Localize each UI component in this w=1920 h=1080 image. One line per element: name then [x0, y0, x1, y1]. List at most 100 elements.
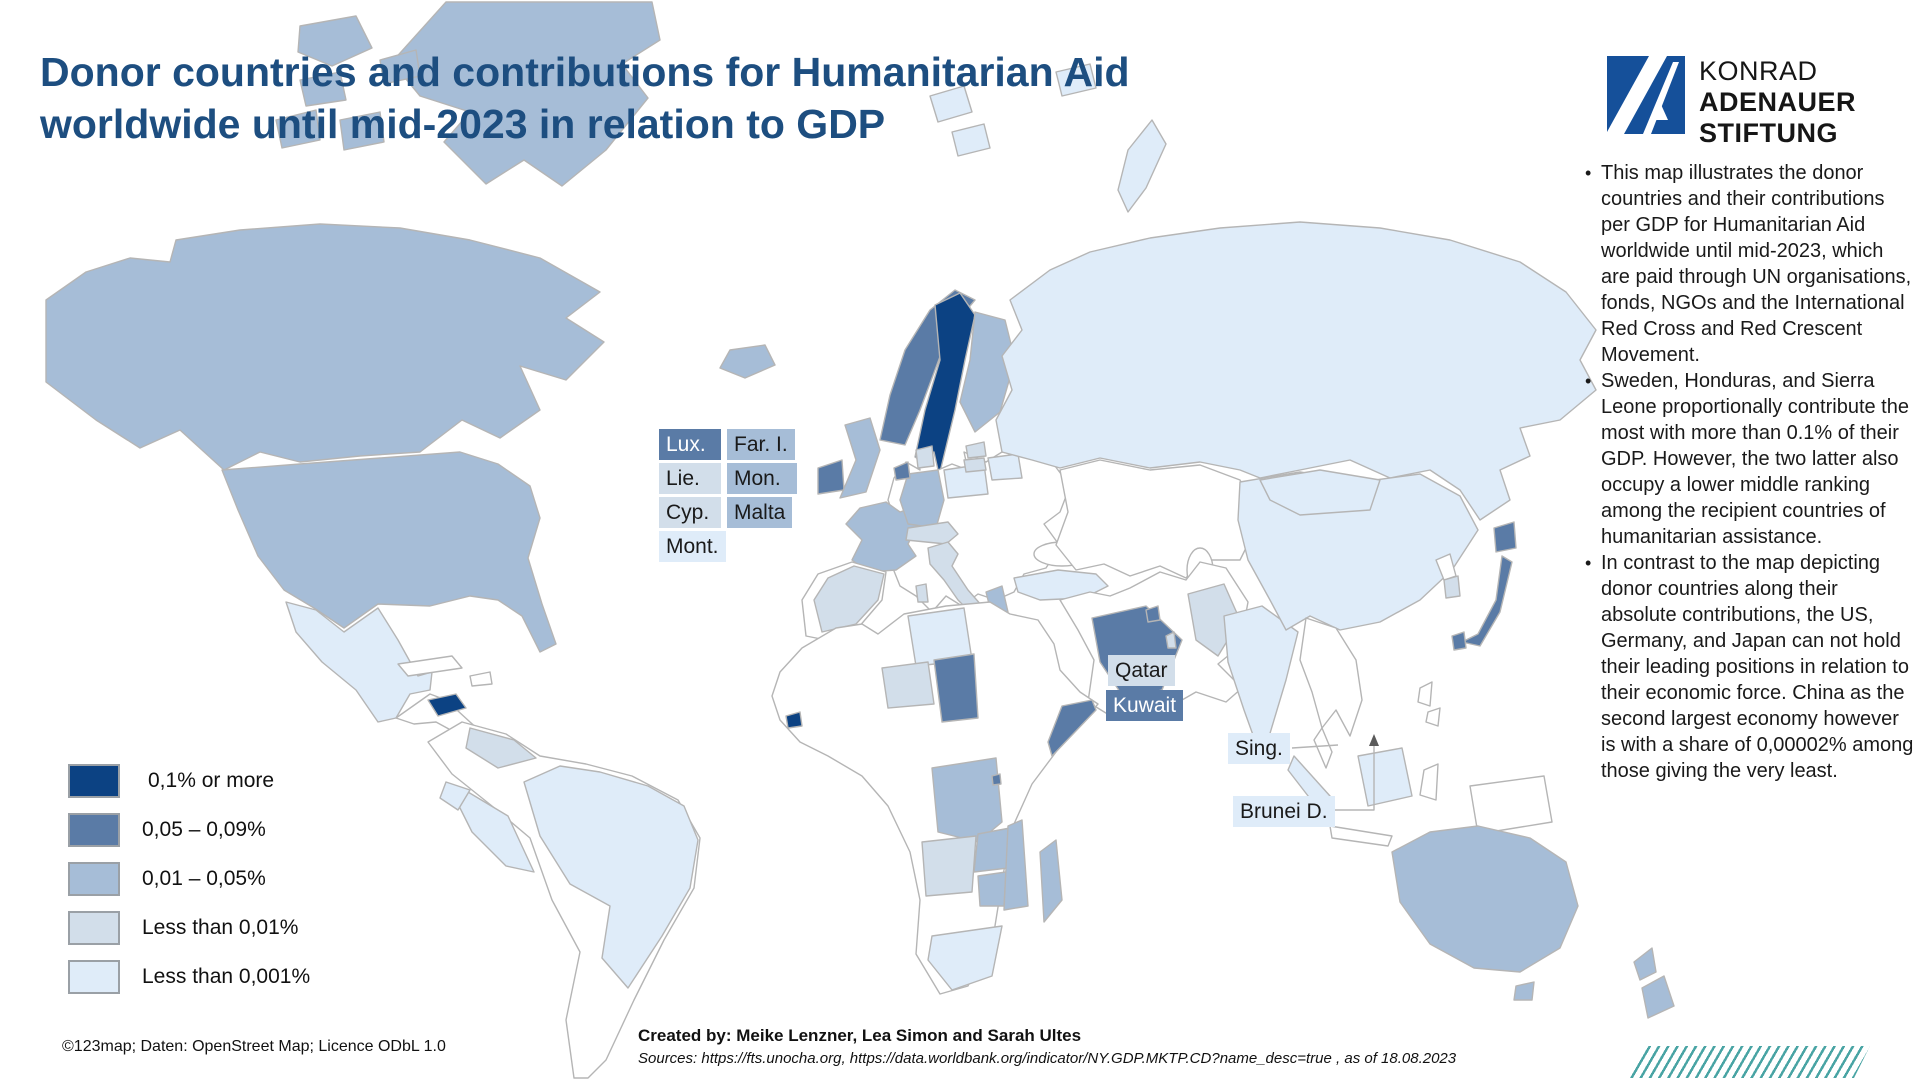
country-honduras: [427, 693, 467, 717]
map-label-liechtenstein: Lie.: [659, 463, 721, 494]
franz-josef-islands: [1055, 63, 1097, 97]
legend-swatch-cat3: [68, 862, 120, 896]
map-label-monaco: Mon.: [727, 463, 797, 494]
logo-line-3: STIFTUNG: [1699, 118, 1838, 148]
arctic-island: [299, 71, 347, 107]
legend-label: 0,05 – 0,09%: [142, 818, 266, 841]
svalbard-islands: [951, 123, 991, 157]
country-burundi: [991, 773, 1002, 786]
japan-kyushu: [1451, 631, 1467, 651]
sidebar-bullet-1-text: This map illustrates the donor countries…: [1601, 162, 1912, 366]
asia: [995, 221, 1597, 847]
map-label-kuwait: Kuwait: [1106, 690, 1184, 721]
philippines: [1425, 707, 1441, 727]
country-south-korea: [1443, 575, 1461, 599]
country-dr-congo: [931, 757, 1003, 843]
country-somalia: [1047, 699, 1097, 757]
legend-swatch-cat5: [68, 960, 120, 994]
kas-logo-text: KONRAD ADENAUER STIFTUNG: [1699, 56, 1856, 149]
island-new-guinea: [1469, 775, 1553, 835]
map-label-montenegro: Mont.: [659, 531, 726, 562]
novaya-zemlya: [1117, 119, 1167, 213]
country-venezuela: [465, 727, 537, 769]
country-brazil: [523, 765, 699, 989]
arctic-island: [339, 111, 385, 151]
island-tasmania: [1513, 981, 1535, 1001]
legend-label: Less than 0,001%: [142, 965, 311, 988]
sources: Sources: https://fts.unocha.org, https:/…: [638, 1050, 1457, 1067]
legend-swatch-cat4: [68, 911, 120, 945]
legend-swatch-cat2: [68, 813, 120, 847]
map-label-singapore: Sing.: [1228, 733, 1290, 764]
malay-peninsula: [1313, 727, 1333, 769]
country-netherlands: [893, 461, 911, 481]
arctic-island: [275, 109, 321, 149]
connector-brunei-arrowhead: [1369, 734, 1379, 746]
north-america: [45, 1, 661, 749]
country-mexico: [285, 601, 433, 723]
island-hispaniola: [469, 671, 493, 687]
country-india: [1223, 605, 1299, 761]
country-mongolia: [1259, 469, 1381, 516]
country-mozambique: [1003, 819, 1029, 911]
logo-line-1: KONRAD: [1699, 56, 1818, 86]
country-zimbabwe: [977, 871, 1007, 907]
map-label-luxembourg: Lux.: [659, 429, 721, 460]
page-title: Donor countries and contributions for Hu…: [40, 49, 1130, 148]
legend-row: 0,01 – 0,05%: [68, 862, 310, 896]
kas-logo-icon: [1607, 56, 1685, 134]
indochina-base: [1299, 617, 1363, 737]
island-sardinia: [915, 583, 929, 603]
country-ireland: [817, 459, 845, 495]
bullet-marker: •: [1585, 553, 1592, 573]
country-belarus: [987, 453, 1023, 481]
label-connectors: [1291, 734, 1379, 811]
legend-label: Less than 0,01%: [142, 916, 299, 939]
country-cuba: [397, 655, 463, 677]
map-label-cyprus: Cyp.: [659, 497, 721, 528]
sidebar-bullet-3-text: In contrast to the map depicting donor c…: [1601, 552, 1914, 782]
created-by: Created by: Meike Lenzner, Lea Simon and…: [638, 1026, 1082, 1045]
alpine-countries: [905, 521, 959, 545]
sidebar-bullet-2: • Sweden, Honduras, and Sierra Leone pro…: [1585, 368, 1915, 550]
country-denmark: [915, 445, 935, 469]
map-attribution: ©123map; Daten: OpenStreet Map; Licence …: [62, 1038, 446, 1055]
country-niger: [881, 661, 935, 709]
bullet-marker: •: [1585, 163, 1592, 183]
svalbard-islands: [929, 85, 973, 123]
map-label-qatar: Qatar: [1108, 655, 1175, 686]
country-usa: [221, 451, 557, 653]
connector-brunei: [1334, 742, 1375, 811]
country-chad: [933, 653, 979, 723]
baltic-states: [965, 441, 987, 459]
europe: [719, 63, 1167, 641]
country-sierra-leone: [785, 711, 803, 729]
decorative-hatch: [1630, 1046, 1870, 1078]
legend-swatch-cat1: [68, 764, 120, 798]
nz-north-island: [1633, 947, 1657, 981]
legend-row: Less than 0,01%: [68, 911, 310, 945]
country-south-africa: [927, 925, 1003, 991]
country-spain: [813, 565, 885, 633]
bullet-marker: •: [1585, 371, 1592, 391]
map-label-brunei: Brunei D.: [1233, 796, 1335, 827]
legend-label: 0,1% or more: [148, 769, 275, 792]
arctic-island: [297, 15, 373, 67]
africa: [771, 601, 1099, 995]
legend-label: 0,01 – 0,05%: [142, 867, 266, 890]
nz-south-island: [1641, 975, 1675, 1019]
oceania: [1391, 825, 1675, 1019]
country-russia: [995, 221, 1597, 521]
country-angola: [921, 835, 977, 897]
country-sweden: [914, 292, 976, 473]
map-label-malta: Malta: [727, 497, 793, 528]
country-norway: [879, 289, 976, 446]
arctic-island: [379, 49, 421, 85]
central-asia-base: [1055, 459, 1261, 579]
island-java: [1329, 825, 1393, 847]
country-turkey: [1013, 569, 1109, 601]
philippines: [1417, 681, 1433, 707]
country-zambia: [973, 827, 1011, 873]
country-qatar: [1165, 631, 1177, 649]
